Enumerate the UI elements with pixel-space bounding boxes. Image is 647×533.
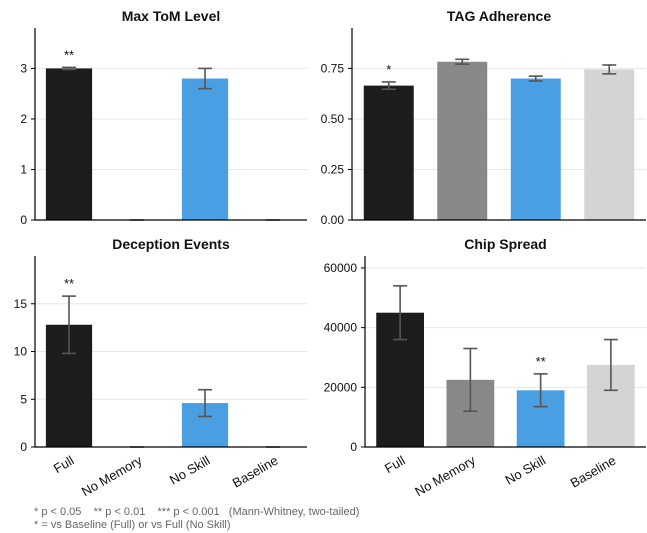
panel1-significance-0: ** bbox=[64, 47, 74, 62]
panel4-title: Chip Spread bbox=[464, 236, 546, 252]
footnote-significance: * p < 0.05 ** p < 0.01 *** p < 0.001 (Ma… bbox=[34, 506, 360, 518]
panel3-title: Deception Events bbox=[112, 236, 230, 252]
panel2-bar-3 bbox=[584, 69, 635, 220]
panel3-ytick-label-0: 0 bbox=[20, 440, 27, 454]
panel2-ytick-label-2: 0.50 bbox=[321, 112, 345, 126]
panel4-ytick-label-0: 0 bbox=[350, 440, 357, 454]
panel3-xtick-label-0: Full bbox=[51, 453, 77, 477]
panel4-xtick-label-1: No Memory bbox=[412, 452, 478, 499]
panel1-ytick-label-1: 1 bbox=[20, 162, 27, 176]
panel1-title: Max ToM Level bbox=[122, 8, 221, 24]
panel4-ytick-label-3: 60000 bbox=[324, 261, 358, 275]
panel2-ytick-label-0: 0.00 bbox=[321, 213, 345, 227]
panel3-ytick-label-3: 15 bbox=[14, 297, 28, 311]
panel2-bar-2 bbox=[510, 78, 561, 221]
panel2-bar-1 bbox=[437, 61, 488, 220]
footnote-comparison: * = vs Baseline (Full) or vs Full (No Sk… bbox=[34, 519, 231, 531]
panel4-significance-2: ** bbox=[536, 354, 546, 369]
panel1-ytick-label-0: 0 bbox=[20, 213, 27, 227]
panel1-ytick-label-2: 2 bbox=[20, 112, 27, 126]
panel4-xtick-label-2: No Skill bbox=[502, 453, 548, 488]
panel2-bar-0 bbox=[363, 85, 414, 220]
panel3-xtick-label-2: No Skill bbox=[167, 453, 213, 488]
panel2-significance-0: * bbox=[386, 62, 391, 77]
panel3-significance-0: ** bbox=[64, 276, 74, 291]
panel1-bar-2 bbox=[181, 78, 229, 221]
panel1-bar-0 bbox=[45, 68, 93, 220]
panel4-xtick-label-0: Full bbox=[382, 453, 408, 477]
panel3-xtick-label-1: No Memory bbox=[79, 452, 145, 499]
panel2-title: TAG Adherence bbox=[447, 8, 551, 24]
panel4-xtick-label-3: Baseline bbox=[568, 453, 619, 491]
panel3-ytick-label-2: 10 bbox=[14, 345, 28, 359]
panel3-ytick-label-1: 5 bbox=[20, 392, 27, 406]
panel4-ytick-label-2: 40000 bbox=[324, 321, 358, 335]
panel3-xtick-label-3: Baseline bbox=[230, 453, 281, 491]
panel2-ytick-label-3: 0.75 bbox=[321, 61, 345, 75]
panel1-ytick-label-3: 3 bbox=[20, 61, 27, 75]
panel2-ytick-label-1: 0.25 bbox=[321, 162, 345, 176]
panel4-ytick-label-1: 20000 bbox=[324, 380, 358, 394]
